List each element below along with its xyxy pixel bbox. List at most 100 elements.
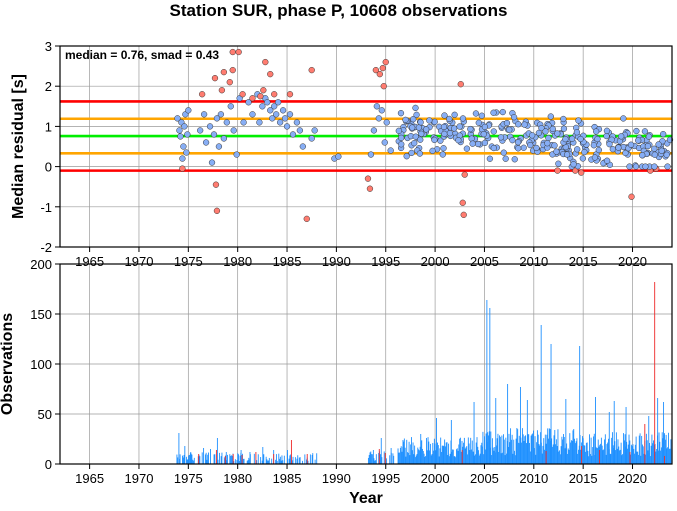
observation-bar [607,442,609,464]
observation-bar [292,456,294,464]
observation-bar [559,454,561,464]
observation-bar [605,454,607,464]
observation-bar [279,458,281,464]
observation-bar [554,430,556,464]
observation-bar [418,449,420,464]
observation-bar [608,438,609,464]
residual-point [197,127,204,134]
observation-bar [567,448,569,464]
residual-point [533,144,540,152]
residual-point [563,151,571,158]
observation-bar [636,451,638,464]
observation-bar [593,436,594,464]
observation-bar [443,446,445,464]
observation-bar [668,448,670,464]
residual-point [500,149,507,156]
outlier-point [211,75,219,82]
observation-bar [182,457,184,464]
outlier-point [366,185,374,192]
residual-point [176,127,183,134]
observation-bar [454,456,456,464]
observation-bar [533,430,534,464]
residual-point [568,135,576,142]
observation-bar [304,454,306,464]
observations-y-tick-label: 150 [30,307,52,322]
outlier-point [198,91,206,98]
observation-bar [369,452,371,464]
residual-point [375,115,382,122]
observation-bar [426,450,428,464]
observation-bar [474,454,476,464]
observation-bar [668,432,669,464]
observation-bar [478,450,480,464]
observation-bar [179,454,181,464]
residual-y-tick-label: 1 [45,119,52,134]
observation-bar [630,444,632,464]
observation-bar [246,460,248,464]
residual-point [497,134,505,141]
residual-point [469,140,476,147]
residual-point [446,115,453,123]
observation-bar [188,455,190,464]
observation-bar [485,433,487,464]
observation-bar [237,453,239,464]
observation-bar [553,435,555,464]
observation-bar [565,399,567,464]
observation-bar [463,437,465,464]
observation-bar [573,429,575,464]
observation-bar [205,452,207,464]
residual-point [398,134,405,142]
x-tick-label: 1980 [223,471,252,486]
observation-bar [566,443,568,464]
observation-bar [261,460,263,464]
observation-bar [566,453,568,464]
observation-bar [631,446,633,464]
observation-bar [435,450,437,464]
residual-point [547,113,554,120]
observation-bar [603,449,605,464]
residual-point [286,111,294,118]
observation-bar [475,442,477,464]
observation-bar [234,459,236,464]
observation-bar [510,428,512,464]
observation-bar [236,460,238,464]
observation-bar [635,436,637,464]
residual-point [174,115,181,122]
observation-bar [600,437,602,464]
observation-bar [239,455,241,464]
observation-bar [219,452,221,464]
residual-point [502,155,509,162]
observation-bar [185,456,187,464]
residual-point [387,147,394,154]
observation-bar [183,454,185,464]
observation-bar [622,453,624,464]
observation-bar [641,444,643,464]
residual-point [594,135,601,143]
observation-bar [487,432,489,464]
observation-bar [616,448,618,464]
observation-bar [641,435,643,464]
observation-bar [503,434,504,464]
observation-bar [541,453,543,464]
observation-bar [623,440,625,464]
observation-bar [626,448,628,464]
observation-bar [316,453,318,464]
observation-bar [634,444,636,464]
observation-bar [249,452,251,464]
outlier-point [271,91,278,98]
observation-bar [555,439,557,464]
observation-bar [597,439,599,464]
observation-bar [445,442,447,464]
observation-bar [663,402,665,464]
observation-bar [592,447,594,464]
residual-point [632,163,640,170]
observation-bar [416,454,418,464]
observation-bar [410,444,412,464]
observation-bar [453,456,455,464]
observation-bar [521,428,523,464]
observation-bar [177,457,179,464]
observation-bar [414,445,416,464]
outlier-point [262,58,269,66]
observation-bar [412,442,414,464]
